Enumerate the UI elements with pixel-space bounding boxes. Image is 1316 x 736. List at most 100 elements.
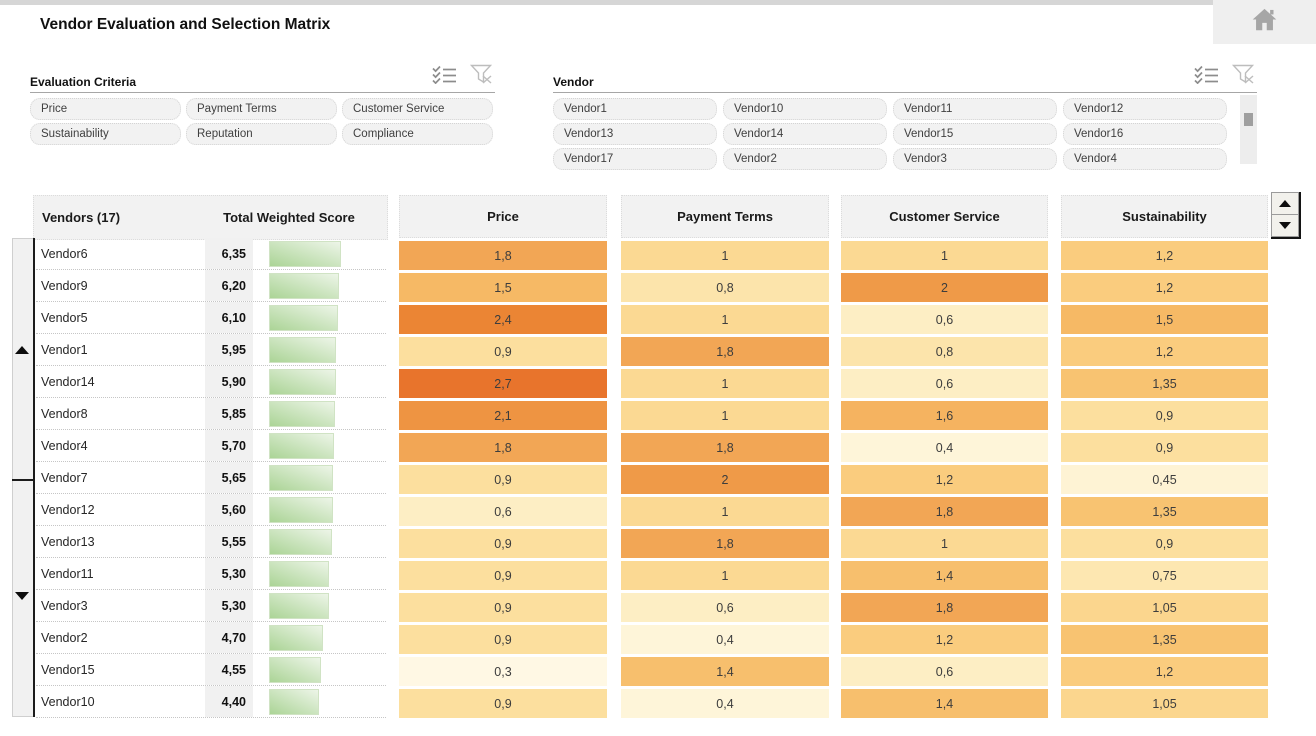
heatmap-cell[interactable]: 1,05	[1061, 593, 1268, 622]
heatmap-cell[interactable]: 0,9	[399, 625, 607, 654]
filter-item-compliance[interactable]: Compliance	[342, 123, 493, 145]
heatmap-cell[interactable]: 1,8	[621, 529, 829, 558]
table-row[interactable]: Vendor3 5,30	[36, 590, 386, 622]
heatmap-cell[interactable]: 0,75	[1061, 561, 1268, 590]
heatmap-cell[interactable]: 0,8	[621, 273, 829, 302]
checklist-icon[interactable]	[432, 65, 457, 89]
checklist-icon[interactable]	[1194, 65, 1219, 89]
table-scroll-up-icon[interactable]	[15, 346, 29, 354]
heatmap-cell[interactable]: 0,9	[399, 689, 607, 718]
heatmap-cell[interactable]: 2	[841, 273, 1048, 302]
heatmap-cell[interactable]: 1,8	[399, 433, 607, 462]
table-row[interactable]: Vendor14 5,90	[36, 366, 386, 398]
heatmap-cell[interactable]: 1,2	[841, 625, 1048, 654]
heatmap-cell[interactable]: 1,8	[621, 337, 829, 366]
heatmap-cell[interactable]: 0,45	[1061, 465, 1268, 494]
filter-item-vendor17[interactable]: Vendor17	[553, 148, 717, 170]
heatmap-cell[interactable]: 0,9	[1061, 401, 1268, 430]
criteria-column-header[interactable]: Sustainability	[1061, 195, 1268, 238]
filter-item-vendor1[interactable]: Vendor1	[553, 98, 717, 120]
filter-item-vendor15[interactable]: Vendor15	[893, 123, 1057, 145]
table-vertical-scrollbar-thumb[interactable]	[33, 238, 35, 717]
filter-item-vendor3[interactable]: Vendor3	[893, 148, 1057, 170]
heatmap-cell[interactable]: 1,2	[1061, 241, 1268, 270]
heatmap-cell[interactable]: 1	[621, 305, 829, 334]
table-vertical-scrollbar-track[interactable]	[12, 238, 34, 717]
filter-item-vendor4[interactable]: Vendor4	[1063, 148, 1227, 170]
heatmap-cell[interactable]: 1,4	[841, 561, 1048, 590]
table-row[interactable]: Vendor15 4,55	[36, 654, 386, 686]
table-row[interactable]: Vendor11 5,30	[36, 558, 386, 590]
filter-item-vendor10[interactable]: Vendor10	[723, 98, 887, 120]
filter-item-reputation[interactable]: Reputation	[186, 123, 337, 145]
heatmap-cell[interactable]: 1,35	[1061, 625, 1268, 654]
heatmap-cell[interactable]: 0,9	[399, 465, 607, 494]
table-row[interactable]: Vendor5 6,10	[36, 302, 386, 334]
table-row[interactable]: Vendor6 6,35	[36, 238, 386, 270]
heatmap-cell[interactable]: 1,35	[1061, 497, 1268, 526]
vendors-column-header[interactable]: Vendors (17)	[42, 210, 121, 225]
table-row[interactable]: Vendor13 5,55	[36, 526, 386, 558]
heatmap-cell[interactable]: 1	[621, 369, 829, 398]
heatmap-cell[interactable]: 1	[841, 529, 1048, 558]
table-row[interactable]: Vendor4 5,70	[36, 430, 386, 462]
heatmap-cell[interactable]: 0,6	[841, 369, 1048, 398]
heatmap-cell[interactable]: 0,9	[399, 529, 607, 558]
table-row[interactable]: Vendor1 5,95	[36, 334, 386, 366]
clear-filter-icon[interactable]	[469, 64, 493, 89]
heatmap-cell[interactable]: 0,6	[621, 593, 829, 622]
filter-item-vendor13[interactable]: Vendor13	[553, 123, 717, 145]
clear-filter-icon[interactable]	[1231, 64, 1255, 89]
heatmap-cell[interactable]: 0,9	[399, 593, 607, 622]
heatmap-cell[interactable]: 1,2	[1061, 657, 1268, 686]
heatmap-cell[interactable]: 2,4	[399, 305, 607, 334]
vendor-list-scrollbar-thumb[interactable]	[1244, 113, 1253, 126]
filter-item-vendor11[interactable]: Vendor11	[893, 98, 1057, 120]
heatmap-cell[interactable]: 1,8	[841, 593, 1048, 622]
heatmap-cell[interactable]: 0,6	[841, 305, 1048, 334]
scroll-up-button[interactable]	[1271, 192, 1299, 215]
heatmap-cell[interactable]: 1,8	[621, 433, 829, 462]
criteria-column-header[interactable]: Customer Service	[841, 195, 1048, 238]
table-row[interactable]: Vendor10 4,40	[36, 686, 386, 718]
heatmap-cell[interactable]: 0,4	[621, 625, 829, 654]
table-row[interactable]: Vendor2 4,70	[36, 622, 386, 654]
heatmap-cell[interactable]: 0,8	[841, 337, 1048, 366]
table-row[interactable]: Vendor7 5,65	[36, 462, 386, 494]
heatmap-cell[interactable]: 2	[621, 465, 829, 494]
heatmap-cell[interactable]: 0,6	[841, 657, 1048, 686]
heatmap-cell[interactable]: 0,6	[399, 497, 607, 526]
heatmap-cell[interactable]: 1	[621, 497, 829, 526]
heatmap-cell[interactable]: 0,3	[399, 657, 607, 686]
heatmap-cell[interactable]: 1,4	[841, 689, 1048, 718]
heatmap-cell[interactable]: 2,1	[399, 401, 607, 430]
filter-item-vendor16[interactable]: Vendor16	[1063, 123, 1227, 145]
home-button[interactable]	[1213, 0, 1316, 44]
filter-item-vendor2[interactable]: Vendor2	[723, 148, 887, 170]
vendor-list-scrollbar[interactable]	[1240, 95, 1257, 164]
heatmap-cell[interactable]: 1,2	[1061, 273, 1268, 302]
heatmap-cell[interactable]: 0,9	[399, 337, 607, 366]
filter-item-sustainability[interactable]: Sustainability	[30, 123, 181, 145]
filter-item-vendor12[interactable]: Vendor12	[1063, 98, 1227, 120]
heatmap-cell[interactable]: 0,9	[399, 561, 607, 590]
heatmap-cell[interactable]: 1	[621, 561, 829, 590]
criteria-column-header[interactable]: Payment Terms	[621, 195, 829, 238]
table-row[interactable]: Vendor9 6,20	[36, 270, 386, 302]
heatmap-cell[interactable]: 1	[621, 241, 829, 270]
heatmap-cell[interactable]: 1,4	[621, 657, 829, 686]
heatmap-cell[interactable]: 0,4	[621, 689, 829, 718]
filter-item-payment-terms[interactable]: Payment Terms	[186, 98, 337, 120]
heatmap-cell[interactable]: 1,35	[1061, 369, 1268, 398]
criteria-column-header[interactable]: Price	[399, 195, 607, 238]
heatmap-cell[interactable]: 0,9	[1061, 433, 1268, 462]
table-row[interactable]: Vendor12 5,60	[36, 494, 386, 526]
heatmap-cell[interactable]: 1,5	[1061, 305, 1268, 334]
heatmap-cell[interactable]: 1,8	[399, 241, 607, 270]
filter-item-customer-service[interactable]: Customer Service	[342, 98, 493, 120]
heatmap-cell[interactable]: 2,7	[399, 369, 607, 398]
table-row[interactable]: Vendor8 5,85	[36, 398, 386, 430]
heatmap-cell[interactable]: 1	[621, 401, 829, 430]
heatmap-cell[interactable]: 1,2	[841, 465, 1048, 494]
heatmap-cell[interactable]: 1,6	[841, 401, 1048, 430]
